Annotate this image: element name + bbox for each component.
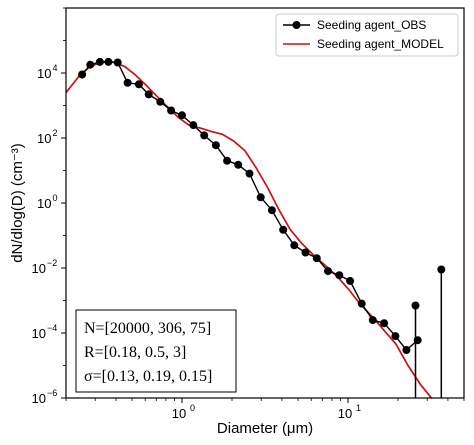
legend: Seeding agent_OBS Seeding agent_MODEL [275, 13, 459, 57]
y-axis-label: dN/dlog(D) (cm⁻³) [9, 143, 26, 263]
legend-model-label: Seeding agent_MODEL [317, 37, 444, 51]
obs-point [245, 169, 254, 178]
y-tick-label: 10 [32, 326, 46, 341]
obs-point [144, 90, 153, 99]
annotation-frame [75, 309, 237, 393]
obs-point [78, 70, 87, 79]
y-tick-label: 10 [37, 66, 51, 81]
y-tick-label: 10 [37, 131, 51, 146]
obs-point [256, 193, 265, 202]
obs-point [223, 156, 232, 165]
obs-point [267, 206, 276, 215]
obs-point [95, 57, 104, 66]
obs-point [123, 78, 132, 87]
y-tick-exponent: 2 [53, 128, 58, 138]
obs-point [234, 160, 243, 169]
annotation-line-r: R=[0.18, 0.5, 3] [84, 344, 186, 361]
annotation-box: N=[20000, 306, 75] R=[0.18, 0.5, 3] σ=[0… [75, 309, 237, 393]
y-tick-label: 10 [37, 196, 51, 211]
obs-stem-point [411, 301, 420, 310]
obs-point [380, 319, 389, 328]
x-axis-label: Diameter (μm) [217, 420, 313, 437]
series-line-model [66, 61, 433, 398]
obs-point [290, 241, 299, 250]
obs-point [368, 316, 377, 325]
obs-point [279, 225, 288, 234]
annotation-line-n: N=[20000, 306, 75] [84, 320, 211, 337]
obs-point [335, 271, 344, 280]
obs-point [301, 248, 310, 257]
obs-point [391, 332, 400, 341]
obs-point [357, 299, 366, 308]
x-tick-exponent: 0 [190, 403, 195, 413]
y-tick-exponent: −2 [47, 258, 57, 268]
obs-point [324, 267, 332, 276]
obs-point [312, 254, 321, 263]
y-tick-label: 10 [32, 391, 46, 406]
axis-ticks: 10 0 10 110 −610 −410 −210 010 210 4 [32, 7, 465, 421]
y-tick-exponent: −4 [47, 323, 57, 333]
legend-frame [275, 13, 459, 57]
obs-point [86, 60, 95, 69]
y-tick-exponent: 0 [53, 193, 58, 203]
annotation-line-sigma: σ=[0.13, 0.19, 0.15] [84, 368, 212, 385]
obs-point [402, 346, 411, 354]
obs-point [200, 131, 209, 140]
obs-point [156, 97, 165, 106]
obs-point [346, 276, 355, 285]
obs-point [211, 141, 220, 150]
plot-area [66, 57, 446, 398]
obs-point [104, 57, 113, 66]
x-tick-label: 10 [172, 406, 186, 421]
obs-point [189, 121, 198, 130]
series-line-obs [81, 61, 419, 352]
obs-stem-point [437, 265, 446, 274]
obs-point [178, 111, 186, 120]
y-tick-exponent: 4 [53, 63, 58, 73]
x-tick-label: 10 [338, 406, 352, 421]
y-tick-label: 10 [32, 261, 46, 276]
x-tick-exponent: 1 [356, 403, 361, 413]
obs-point [167, 106, 176, 115]
obs-point [113, 58, 122, 67]
y-tick-exponent: −6 [47, 388, 57, 398]
obs-point [134, 80, 143, 89]
legend-obs-marker [292, 21, 301, 29]
legend-obs-label: Seeding agent_OBS [317, 18, 426, 32]
